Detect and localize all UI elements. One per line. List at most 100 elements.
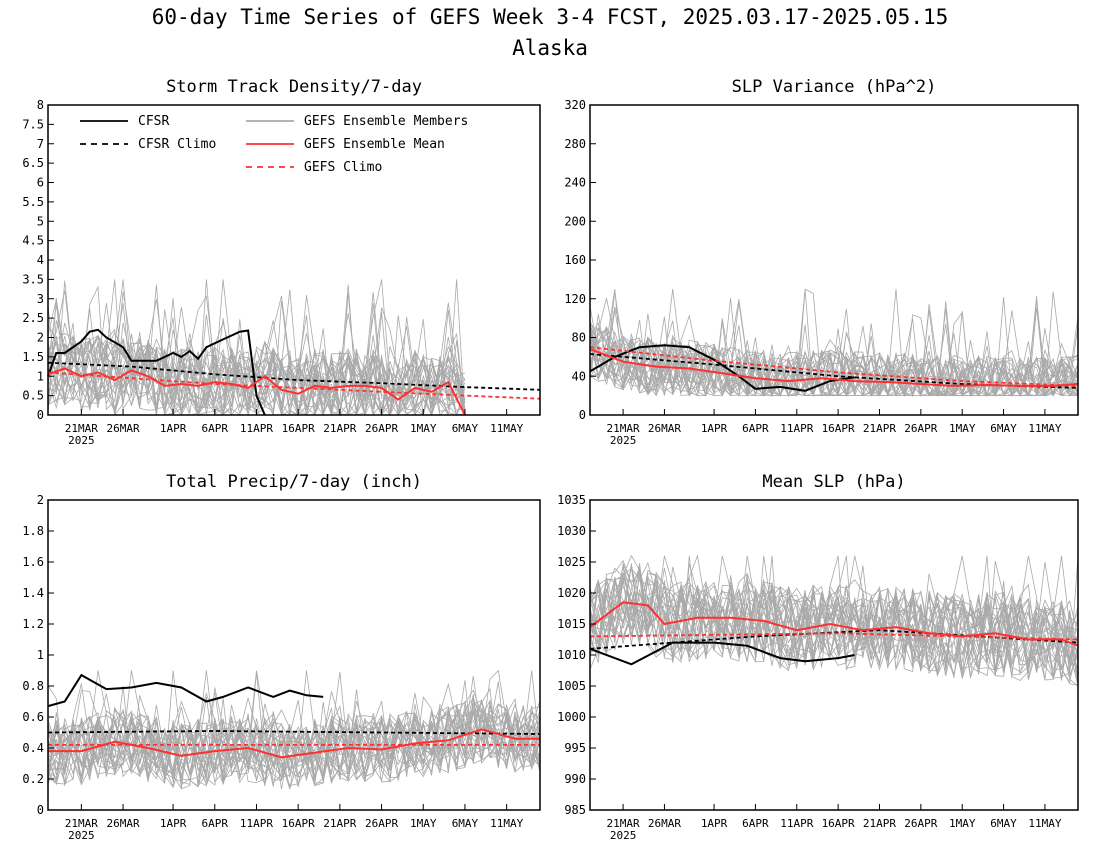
y-tick-label: 1025 (557, 555, 586, 569)
y-tick-label: 0.6 (22, 710, 44, 724)
y-tick-label: 8 (37, 98, 44, 112)
y-tick-label: 1.5 (22, 350, 44, 364)
ensemble-members (589, 554, 1079, 687)
y-tick-label: 995 (564, 741, 586, 755)
y-tick-label: 1035 (557, 493, 586, 507)
y-tick-label: 0 (37, 803, 44, 817)
ensemble-members (47, 669, 541, 790)
x-tick-label: 1APR (701, 817, 728, 830)
x-tick-label: 6MAY (990, 422, 1017, 435)
y-tick-label: 1.2 (22, 617, 44, 631)
x-tick-label: 1MAY (410, 422, 437, 435)
y-tick-label: 990 (564, 772, 586, 786)
series-cfsr (47, 673, 324, 708)
x-tick-label: 1MAY (949, 422, 976, 435)
x-tick-label: 11APR (780, 817, 813, 830)
legend: CFSR CFSR Climo GEFS Ensemble Members GEFS … (80, 114, 468, 175)
y-tick-label: 5.5 (22, 195, 44, 209)
ensemble-member-line (589, 562, 1079, 681)
ensemble-member-line (589, 289, 1079, 398)
x-tick-label: 6MAY (452, 817, 479, 830)
x-year-label: 2025 (68, 434, 95, 447)
legend-label-cfsr_climo: CFSR Climo (138, 137, 216, 152)
x-tick-label: 11MAY (490, 817, 523, 830)
x-tick-label: 21MAR (607, 422, 640, 435)
x-tick-label: 26APR (904, 422, 937, 435)
chart-panel-2: SLP Variance (hPa^2) 0 40 80 120 160 200 240 280… (564, 77, 1079, 447)
ensemble-member-line (589, 555, 1079, 680)
ensemble-members (589, 288, 1079, 398)
y-tick-label: 1 (37, 369, 44, 383)
y-tick-label: 2.5 (22, 311, 44, 325)
ensemble-member-line (589, 575, 1079, 676)
x-tick-label: 1MAY (949, 817, 976, 830)
x-tick-label: 6MAY (990, 817, 1017, 830)
plot-frame (589, 499, 1079, 811)
x-tick-label: 16APR (282, 422, 315, 435)
x-year-label: 2025 (610, 434, 637, 447)
ensemble-member-line (589, 296, 1079, 397)
y-tick-label: 985 (564, 803, 586, 817)
x-tick-label: 6APR (742, 422, 769, 435)
y-tick-label: 4 (37, 253, 44, 267)
series-gefs-ensemble-mean (48, 728, 540, 759)
y-tick-label: 2 (37, 493, 44, 507)
x-tick-label: 21APR (863, 422, 896, 435)
legend-label-cfsr: CFSR (138, 114, 169, 129)
x-tick-label: 21MAR (65, 422, 98, 435)
y-tick-label: 0.5 (22, 389, 44, 403)
y-tick-label: 1.6 (22, 555, 44, 569)
x-tick-label: 6APR (202, 422, 229, 435)
x-tick-label: 26MAR (648, 422, 681, 435)
y-tick-label: 200 (564, 214, 586, 228)
chart-panel-1: Storm Track Density/7-day 0 0.5 1 1.5 2 2.5 3 3.… (22, 77, 541, 447)
x-tick-label: 26APR (365, 422, 398, 435)
x-tick-label: 21MAR (65, 817, 98, 830)
series-cfsr (589, 641, 855, 666)
legend-label-members: GEFS Ensemble Members (304, 114, 468, 129)
ensemble-member-line (589, 303, 1079, 397)
legend-label-gefs_climo: GEFS Climo (304, 160, 382, 175)
y-tick-label: 120 (564, 292, 586, 306)
x-tick-label: 11APR (240, 422, 273, 435)
y-tick-label: 1005 (557, 679, 586, 693)
x-tick-label: 26APR (904, 817, 937, 830)
x-tick-label: 1APR (701, 422, 728, 435)
y-tick-label: 160 (564, 253, 586, 267)
y-tick-label: 4.5 (22, 234, 44, 248)
x-tick-label: 16APR (822, 817, 855, 830)
series-gefs-ensemble-mean (47, 367, 466, 416)
y-tick-label: 280 (564, 137, 586, 151)
x-tick-label: 11APR (240, 817, 273, 830)
y-tick-label: 2 (37, 331, 44, 345)
y-tick-label: 40 (572, 369, 586, 383)
y-tick-label: 1.4 (22, 586, 44, 600)
series-gefs-ensemble-mean (589, 348, 1079, 387)
y-tick-label: 6 (37, 176, 44, 190)
x-tick-label: 11MAY (490, 422, 523, 435)
x-tick-label: 1APR (160, 422, 187, 435)
chart-title: SLP Variance (hPa^2) (732, 77, 937, 97)
ensemble-member-line (47, 279, 466, 416)
y-tick-label: 320 (564, 98, 586, 112)
x-tick-label: 11APR (780, 422, 813, 435)
ensemble-member-line (589, 559, 1079, 677)
y-tick-label: 1015 (557, 617, 586, 631)
y-tick-label: 0 (579, 408, 586, 422)
y-tick-label: 0 (37, 408, 44, 422)
series-cfsr (47, 328, 266, 416)
y-tick-label: 1 (37, 648, 44, 662)
ensemble-member-line (47, 685, 541, 785)
x-tick-label: 21APR (863, 817, 896, 830)
y-tick-label: 1000 (557, 710, 586, 724)
x-year-label: 2025 (610, 829, 637, 842)
x-tick-label: 21APR (323, 817, 356, 830)
x-tick-label: 16APR (282, 817, 315, 830)
ensemble-member-line (47, 279, 466, 416)
y-tick-label: 3 (37, 292, 44, 306)
x-tick-label: 26APR (365, 817, 398, 830)
main-title: 60-day Time Series of GEFS Week 3-4 FCST… (151, 5, 949, 29)
legend-label-gefs_mean: GEFS Ensemble Mean (304, 137, 445, 152)
y-tick-label: 80 (572, 331, 586, 345)
